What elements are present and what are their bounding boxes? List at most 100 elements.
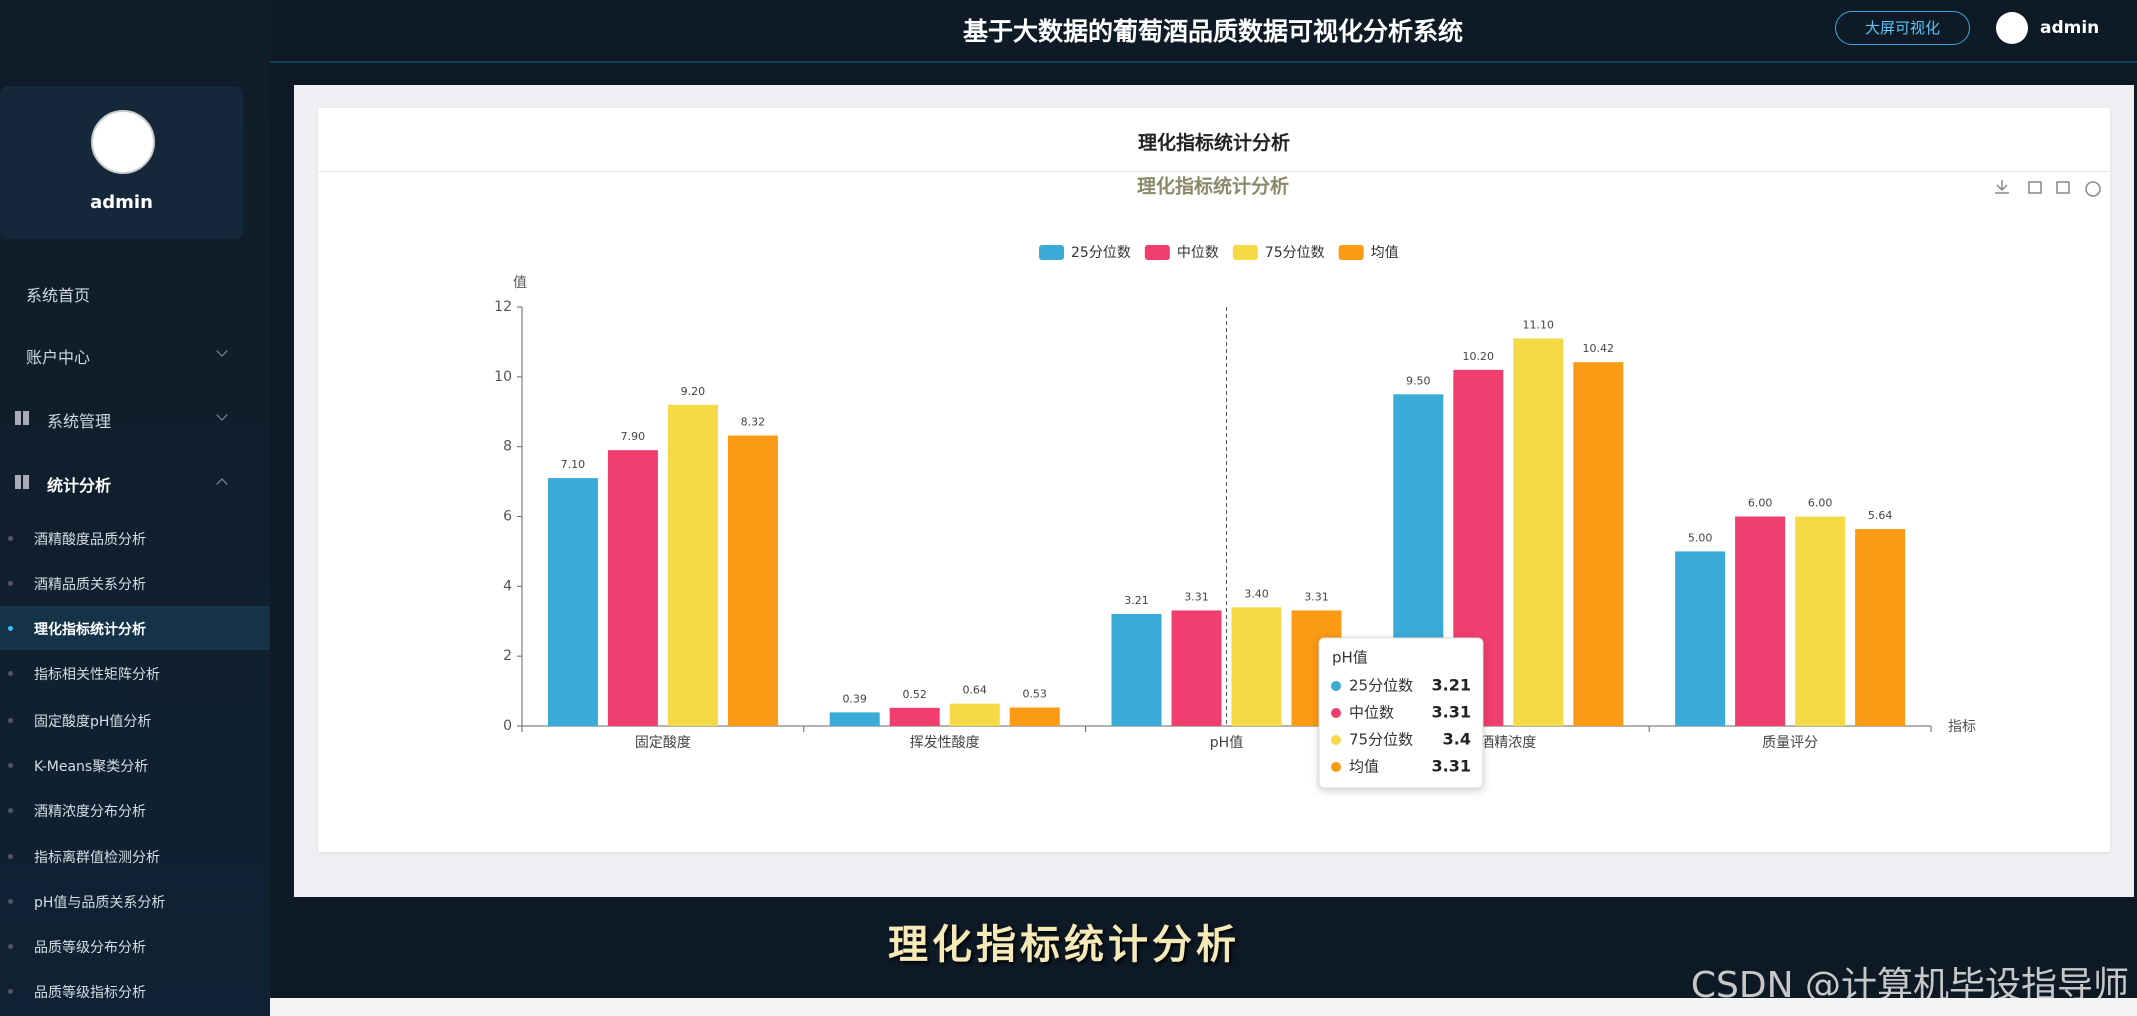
bar <box>1009 707 1060 726</box>
bullet <box>8 944 13 949</box>
x-tick-label: 挥发性酸度 <box>910 735 980 751</box>
legend-swatch <box>1338 245 1364 260</box>
legend-label: 75分位数 <box>1265 245 1325 261</box>
tooltip-name: 75分位数 <box>1349 731 1413 749</box>
zoom-icon[interactable] <box>2028 181 2042 194</box>
bullet <box>8 581 13 586</box>
sidebar-user: admin <box>90 192 153 213</box>
value-label: 5.64 <box>1868 509 1893 522</box>
bar <box>889 707 940 726</box>
submenu-item[interactable]: 品质等级分布分析 <box>34 940 146 956</box>
save-icon[interactable] <box>1995 180 2009 194</box>
chart-title: 理化指标统计分析 <box>1137 175 1289 198</box>
value-label: 3.31 <box>1304 590 1329 603</box>
header-title: 基于大数据的葡萄酒品质数据可视化分析系统 <box>962 17 1463 46</box>
value-label: 0.53 <box>1022 687 1047 700</box>
bullet <box>8 763 13 768</box>
bar <box>1795 516 1846 726</box>
bar <box>949 703 1000 726</box>
caption: 理化指标统计分析 <box>888 921 1240 968</box>
value-label: 0.52 <box>902 688 927 701</box>
x-tick-label: pH值 <box>1210 735 1243 751</box>
bar <box>607 450 658 726</box>
legend-label: 25分位数 <box>1071 245 1131 261</box>
bullet <box>8 808 13 813</box>
tooltip-dot <box>1331 762 1341 772</box>
bar <box>829 712 880 726</box>
menu-item[interactable]: 系统首页 <box>26 286 91 305</box>
bar <box>1855 529 1906 726</box>
tooltip-dot <box>1331 708 1341 718</box>
tooltip-name: 中位数 <box>1349 704 1394 722</box>
tooltip-dot <box>1331 735 1341 745</box>
header-user[interactable]: admin <box>2040 18 2100 38</box>
avatar <box>91 110 155 174</box>
submenu-item[interactable]: 品质等级指标分析 <box>34 985 146 1001</box>
y-tick-label: 6 <box>503 509 512 525</box>
value-label: 5.00 <box>1688 531 1713 544</box>
submenu-item[interactable]: 酒精品质关系分析 <box>34 577 146 593</box>
submenu-item[interactable]: 酒精酸度品质分析 <box>34 532 146 548</box>
bullet <box>8 536 13 541</box>
divider <box>318 171 2110 172</box>
value-label: 3.31 <box>1184 590 1209 603</box>
submenu-item[interactable]: K-Means聚类分析 <box>34 759 149 775</box>
menu-item[interactable]: 统计分析 <box>47 476 112 495</box>
bar <box>1735 516 1786 726</box>
value-label: 0.39 <box>842 692 867 705</box>
menu-item[interactable]: 系统管理 <box>47 412 112 431</box>
y-tick-label: 8 <box>503 439 512 455</box>
bar <box>1675 551 1726 726</box>
bar <box>1231 607 1282 726</box>
value-label: 3.21 <box>1124 594 1149 607</box>
bar <box>1171 610 1222 726</box>
header: 基于大数据的葡萄酒品质数据可视化分析系统 大屏可视化 admin <box>270 0 2137 63</box>
submenu-item[interactable]: 指标相关性矩阵分析 <box>34 667 160 683</box>
value-label: 3.40 <box>1244 587 1269 600</box>
submenu-item[interactable]: 酒精浓度分布分析 <box>34 804 146 820</box>
bullet <box>8 854 13 859</box>
big-screen-button[interactable]: 大屏可视化 <box>1835 11 1970 45</box>
y-axis-label: 值 <box>513 275 527 291</box>
x-axis-label: 指标 <box>1948 719 1976 735</box>
bullet <box>8 718 13 723</box>
user-avatar <box>1996 12 2028 44</box>
submenu-item[interactable]: 理化指标统计分析 <box>34 622 146 638</box>
tooltip-value: 3.4 <box>1443 730 1471 749</box>
submenu-item[interactable]: pH值与品质关系分析 <box>34 895 166 911</box>
value-label: 6.00 <box>1748 497 1773 510</box>
x-tick-label: 酒精浓度 <box>1480 735 1536 751</box>
zoom-reset-icon[interactable] <box>2056 181 2070 194</box>
tooltip-value: 3.31 <box>1432 703 1471 722</box>
bar <box>1111 613 1162 726</box>
tooltip-value: 3.21 <box>1432 676 1471 695</box>
restore-icon[interactable] <box>2085 181 2101 197</box>
menu-item[interactable]: 账户中心 <box>26 348 91 367</box>
menu-icon <box>15 411 29 425</box>
value-label: 8.32 <box>741 415 766 428</box>
value-label: 9.50 <box>1406 374 1431 387</box>
footer-strip <box>270 998 2137 1016</box>
value-label: 6.00 <box>1808 497 1833 510</box>
toolbox[interactable] <box>1995 180 2101 197</box>
legend-label: 中位数 <box>1177 245 1219 261</box>
value-label: 7.90 <box>621 430 646 443</box>
submenu-item[interactable]: 指标离群值检测分析 <box>34 850 160 866</box>
card-title: 理化指标统计分析 <box>1137 132 1290 154</box>
bar <box>667 404 718 726</box>
y-tick-label: 10 <box>494 369 512 385</box>
tooltip-name: 25分位数 <box>1349 677 1413 695</box>
bullet <box>8 989 13 994</box>
tooltip-name: 均值 <box>1349 758 1379 776</box>
y-tick-label: 12 <box>494 299 512 315</box>
x-tick-label: 质量评分 <box>1762 735 1818 751</box>
value-label: 7.10 <box>561 458 586 471</box>
bar <box>1513 338 1564 726</box>
tooltip-dot <box>1331 681 1341 691</box>
legend-label: 均值 <box>1371 245 1399 261</box>
bullet <box>8 899 13 904</box>
menu-icon <box>15 475 29 489</box>
submenu-item[interactable]: 固定酸度pH值分析 <box>34 714 152 730</box>
